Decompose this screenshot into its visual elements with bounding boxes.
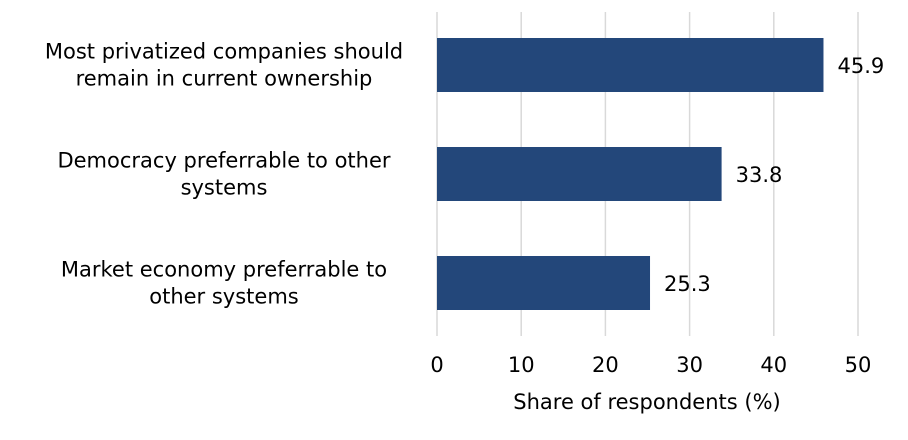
x-tick-label-40: 40 bbox=[760, 353, 787, 377]
bars bbox=[437, 38, 824, 310]
x-tick-labels: 0 10 20 30 40 50 bbox=[430, 353, 871, 377]
bar-2 bbox=[437, 147, 722, 201]
category-label-2: Democracy preferrable to other systems bbox=[57, 149, 390, 200]
x-axis-title: Share of respondents (%) bbox=[513, 390, 780, 414]
data-labels: 45.9 33.8 25.3 bbox=[664, 54, 884, 296]
category-label-1: Most privatized companies should remain i… bbox=[45, 40, 403, 91]
data-label-2: 33.8 bbox=[736, 163, 783, 187]
category-label-3: Market economy preferrable to other syste… bbox=[61, 258, 387, 309]
x-tick-label-50: 50 bbox=[845, 353, 872, 377]
x-tick-label-30: 30 bbox=[676, 353, 703, 377]
x-tick-label-20: 20 bbox=[592, 353, 619, 377]
data-label-1: 45.9 bbox=[837, 54, 884, 78]
x-tick-label-10: 10 bbox=[508, 353, 535, 377]
category-labels: Most privatized companies should remain i… bbox=[45, 40, 403, 309]
x-tick-label-0: 0 bbox=[430, 353, 443, 377]
bar-1 bbox=[437, 38, 824, 92]
bar-3 bbox=[437, 256, 651, 310]
data-label-3: 25.3 bbox=[664, 272, 711, 296]
